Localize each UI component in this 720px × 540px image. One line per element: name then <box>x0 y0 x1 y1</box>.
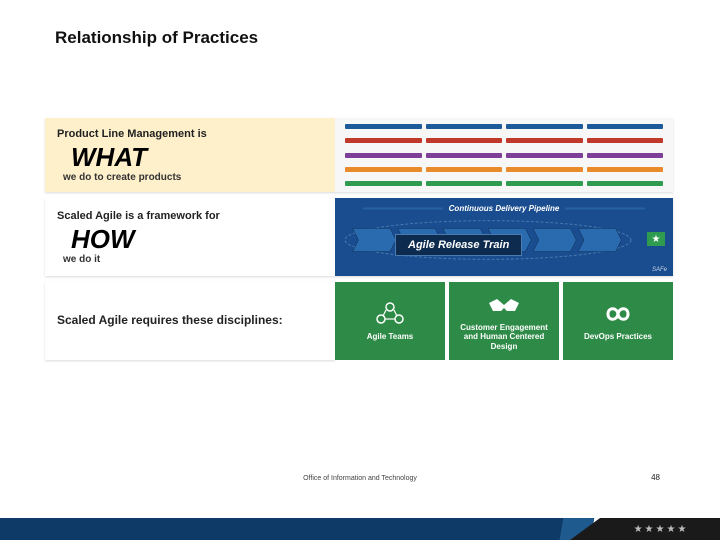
roadmap-bar-segment <box>345 124 422 129</box>
what-line1: Product Line Management is <box>57 128 323 140</box>
how-line1: Scaled Agile is a framework for <box>57 210 323 222</box>
footer-star-icon: ★ <box>645 524 654 535</box>
roadmap-bar-segment <box>587 167 664 172</box>
art-label: Agile Release Train <box>395 234 522 256</box>
pipeline-chevron <box>353 228 396 251</box>
pipeline-chevron <box>533 228 576 251</box>
roadmap-bar-segment <box>506 138 583 143</box>
how-diagram: Continuous Delivery Pipeline Agile Relea… <box>335 198 673 276</box>
cdp-label: Continuous Delivery Pipeline <box>443 204 566 213</box>
row-how: Scaled Agile is a framework for HOW we d… <box>45 198 673 276</box>
roadmap-bar-segment <box>506 181 583 186</box>
roadmap-bar-segment <box>587 124 664 129</box>
footer-text: Office of Information and Technology <box>0 475 720 482</box>
disc-cards: Agile Teams Customer Engagementand Human … <box>335 282 673 360</box>
footer-bar-main <box>0 518 540 540</box>
discipline-card-agile-teams: Agile Teams <box>335 282 445 360</box>
slide: Relationship of Practices Product Line M… <box>0 0 720 540</box>
pipeline-chevron <box>578 228 621 251</box>
roadmap-bar-segment <box>506 153 583 158</box>
roadmap-bar-segment <box>587 138 664 143</box>
how-line3: we do it <box>63 254 323 265</box>
roadmap-bar-line <box>345 124 663 129</box>
teams-icon <box>373 300 407 328</box>
roadmap-bar-line <box>345 181 663 186</box>
roadmap-bar-segment <box>345 153 422 158</box>
footer-star-icon: ★ <box>677 524 686 535</box>
roadmap-bar-segment <box>587 181 664 186</box>
discipline-card-label: Customer Engagementand Human Centered De… <box>451 323 557 351</box>
discipline-card-customer-engagement: Customer Engagementand Human Centered De… <box>449 282 559 360</box>
footer-bar: ★★★★★ <box>0 510 720 540</box>
roadmap-bar-segment <box>426 138 503 143</box>
infinity-icon <box>598 300 638 328</box>
discipline-card-label: DevOps Practices <box>584 332 652 341</box>
star-flag-icon: ★ <box>647 232 665 246</box>
what-bigword: WHAT <box>71 144 323 170</box>
roadmap-bar-line <box>345 167 663 172</box>
footer-star-icon: ★ <box>666 524 675 535</box>
roadmap-bar-segment <box>426 181 503 186</box>
cdp-banner: Continuous Delivery Pipeline <box>363 204 645 213</box>
discipline-card-label: Agile Teams <box>367 332 414 341</box>
disc-left: Scaled Agile requires these disciplines: <box>45 282 335 360</box>
roadmap-bar-segment <box>345 138 422 143</box>
what-line3: we do to create products <box>63 172 323 183</box>
handshake-icon <box>485 291 523 319</box>
footer-star-icon: ★ <box>656 524 665 535</box>
roadmap-bar-segment <box>587 153 664 158</box>
content-area: Product Line Management is WHAT we do to… <box>45 118 673 366</box>
row-disciplines: Scaled Agile requires these disciplines:… <box>45 282 673 360</box>
roadmap-bar-segment <box>426 124 503 129</box>
roadmap-bar-segment <box>345 167 422 172</box>
discipline-card-devops: DevOps Practices <box>563 282 673 360</box>
how-bigword: HOW <box>71 226 323 252</box>
slide-title: Relationship of Practices <box>55 28 258 48</box>
roadmap-bar-segment <box>506 124 583 129</box>
what-diagram <box>335 118 673 192</box>
disc-line1: Scaled Agile requires these disciplines: <box>57 313 323 327</box>
page-number: 48 <box>651 473 660 482</box>
roadmap-bar-line <box>345 153 663 158</box>
what-left: Product Line Management is WHAT we do to… <box>45 118 335 192</box>
row-what: Product Line Management is WHAT we do to… <box>45 118 673 192</box>
roadmap-bar-line <box>345 138 663 143</box>
roadmap-bar-segment <box>426 153 503 158</box>
roadmap-bar-segment <box>345 181 422 186</box>
footer-star-icon: ★ <box>634 524 643 535</box>
roadmap-bar-segment <box>426 167 503 172</box>
roadmap-bar-segment <box>506 167 583 172</box>
how-left: Scaled Agile is a framework for HOW we d… <box>45 198 335 276</box>
safe-tag: SAFe <box>652 267 667 273</box>
footer-bar-dark: ★★★★★ <box>600 518 720 540</box>
